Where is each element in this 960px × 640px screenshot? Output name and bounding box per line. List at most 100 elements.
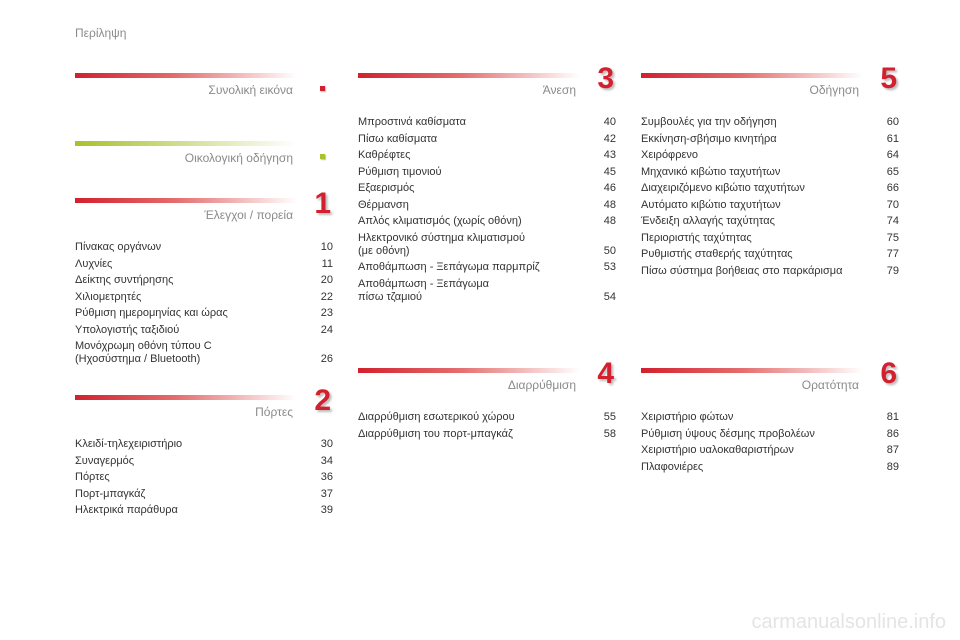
toc-entry[interactable]: Ηλεκτρονικό σύστημα κλιματισμού (με οθόν… (358, 232, 618, 258)
section-bar (75, 198, 297, 203)
entry-page: 45 (603, 165, 616, 178)
toc-entry[interactable]: Διαρρύθμιση εσωτερικού χώρου 55 (358, 411, 618, 424)
entry-title: Ένδειξη αλλαγής ταχύτητας (641, 215, 775, 227)
entry-title: Καθρέφτες (358, 149, 411, 161)
toc-entry[interactable]: Συμβουλές για την οδήγηση 60 (641, 116, 901, 129)
entry-page: 81 (886, 411, 899, 423)
entry-page: 65 (886, 165, 899, 178)
toc-entry[interactable]: Διαρρύθμιση του πορτ-μπαγκάζ 58 (358, 428, 618, 441)
entry-page: 75 (886, 231, 899, 244)
section-title[interactable]: Διαρρύθμιση (507, 378, 576, 392)
entry-page: 86 (886, 427, 899, 440)
toc-entry[interactable]: Περιοριστής ταχύτητας 75 (641, 232, 901, 245)
section-number: 1 (314, 187, 331, 220)
toc-entry[interactable]: Χειριστήριο φώτων 81 (641, 411, 901, 424)
section-title[interactable]: Ορατότητα (801, 378, 859, 392)
section-title[interactable]: Οικολογική οδήγηση (184, 151, 293, 165)
entry-title: Εξαερισμός (358, 182, 415, 194)
section-bar (75, 73, 297, 78)
toc-entry[interactable]: Καθρέφτες 43 (358, 149, 618, 162)
entry-title: Αυτόματο κιβώτιο ταχυτήτων (641, 198, 781, 211)
entry-title: Ρυθμιστής σταθερής ταχύτητας (641, 248, 793, 260)
section-title[interactable]: Πόρτες (255, 405, 293, 419)
entry-page: 11 (321, 257, 333, 270)
toc-entry[interactable]: Πορτ-μπαγκάζ 37 (75, 488, 335, 501)
entry-title: Μπροστινά καθίσματα (358, 116, 466, 128)
entry-page: 79 (886, 264, 899, 277)
section-bar (75, 141, 297, 146)
section-title[interactable]: Άνεση (542, 83, 576, 97)
entry-title: Λυχνίες (75, 257, 113, 270)
toc-entry[interactable]: Πίσω σύστημα βοήθειας στο παρκάρισμα 79 (641, 265, 901, 278)
entry-page: 87 (886, 444, 899, 456)
entry-title: Χειρόφρενο (641, 149, 698, 161)
entry-page: 77 (886, 248, 899, 260)
toc-entry[interactable]: Πίνακας οργάνων 10 (75, 241, 335, 254)
toc-section: Οικολογική οδήγηση (75, 141, 335, 184)
entry-page: 48 (603, 198, 616, 211)
toc-entry[interactable]: Απλός κλιματισμός (χωρίς οθόνη) 48 (358, 215, 618, 228)
toc-entry[interactable]: Αποθάμπωση - Ξεπάγωμα παρμπρίζ 53 (358, 261, 618, 274)
section-number: 6 (880, 357, 897, 390)
toc-entry[interactable]: Χειρόφρενο 64 (641, 149, 901, 162)
entry-title: Ρύθμιση τιμονιού (358, 165, 442, 178)
entry-title: Χειριστήριο φώτων (641, 411, 734, 423)
toc-entry[interactable]: Εξαερισμός 46 (358, 182, 618, 195)
entry-page: 37 (320, 487, 333, 500)
toc-entry[interactable]: Πόρτες 36 (75, 471, 335, 484)
toc-entry[interactable]: Ρύθμιση ημερομηνίας και ώρας 23 (75, 307, 335, 320)
entry-page: 60 (886, 116, 899, 128)
entry-page: 20 (320, 274, 333, 286)
entry-page: 42 (603, 132, 616, 145)
entry-title: Περιοριστής ταχύτητας (641, 231, 752, 244)
entry-title: Υπολογιστής ταξιδιού (75, 323, 180, 336)
section-number: 5 (880, 62, 897, 95)
entry-title: Πλαφονιέρες (641, 460, 704, 473)
entry-title: Αποθάμπωση - Ξεπάγωμα πίσω τζαμιού (358, 277, 490, 303)
entry-title: Κλειδί-τηλεχειριστήριο (75, 438, 183, 450)
toc-entry[interactable]: Αυτόματο κιβώτιο ταχυτήτων 70 (641, 199, 901, 212)
toc-entry[interactable]: Μονόχρωμη οθόνη τύπου C (Ηχοσύστημα / Bl… (75, 340, 335, 366)
section-title[interactable]: Έλεγχοι / πορεία (204, 208, 293, 222)
entry-page: 50 (603, 244, 616, 257)
toc-entry[interactable]: Συναγερμός 34 (75, 455, 335, 468)
toc-entry[interactable]: Ρύθμιση ύψους δέσμης προβολέων 86 (641, 428, 901, 441)
entry-page: 40 (603, 116, 616, 128)
toc-entry[interactable]: Χιλιομετρητές 22 (75, 291, 335, 304)
entry-title: Ηλεκτρικά παράθυρα (75, 504, 178, 516)
toc-entry[interactable]: Ένδειξη αλλαγής ταχύτητας 74 (641, 215, 901, 228)
toc-entry[interactable]: Κλειδί-τηλεχειριστήριο 30 (75, 438, 335, 451)
entry-page: 74 (886, 215, 899, 227)
entry-title: Πορτ-μπαγκάζ (75, 487, 146, 500)
toc-entry[interactable]: Μπροστινά καθίσματα 40 (358, 116, 618, 129)
toc-entry[interactable]: Χειριστήριο υαλοκαθαριστήρων 87 (641, 444, 901, 457)
entry-page: 61 (886, 132, 899, 145)
section-title[interactable]: Συνολική εικόνα (208, 83, 293, 97)
entry-title: Απλός κλιματισμός (χωρίς οθόνη) (358, 215, 522, 227)
toc-entry[interactable]: Εκκίνηση-σβήσιμο κινητήρα 61 (641, 133, 901, 146)
toc-entry[interactable]: Υπολογιστής ταξιδιού 24 (75, 324, 335, 337)
entry-title: Εκκίνηση-σβήσιμο κινητήρα (641, 132, 777, 145)
toc-entry[interactable]: Πίσω καθίσματα 42 (358, 133, 618, 146)
toc-entry[interactable]: Θέρμανση 48 (358, 199, 618, 212)
entry-page: 70 (886, 198, 899, 211)
entry-page: 58 (603, 427, 616, 440)
entry-page: 30 (320, 438, 333, 450)
toc-entry[interactable]: Μηχανικό κιβώτιο ταχυτήτων 65 (641, 166, 901, 179)
entry-title: Συναγερμός (75, 454, 135, 467)
entry-title: Συμβουλές για την οδήγηση (641, 116, 777, 128)
toc-entry[interactable]: Διαχειριζόμενο κιβώτιο ταχυτήτων 66 (641, 182, 901, 195)
toc-entry[interactable]: Λυχνίες 11 (75, 258, 335, 271)
section-title[interactable]: Οδήγηση (809, 83, 859, 97)
toc-entry[interactable]: Πλαφονιέρες 89 (641, 461, 901, 474)
entry-page: 34 (320, 454, 333, 467)
toc-entry[interactable]: Ρύθμιση τιμονιού 45 (358, 166, 618, 179)
toc-entry[interactable]: Ρυθμιστής σταθερής ταχύτητας 77 (641, 248, 901, 261)
toc-entry[interactable]: Δείκτης συντήρησης 20 (75, 274, 335, 287)
entry-title: Ηλεκτρονικό σύστημα κλιματισμού (με οθόν… (358, 231, 526, 257)
toc-entry[interactable]: Ηλεκτρικά παράθυρα 39 (75, 504, 335, 517)
entry-page: 48 (603, 215, 616, 227)
toc-entry[interactable]: Αποθάμπωση - Ξεπάγωμα πίσω τζαμιού 54 (358, 278, 618, 304)
entry-title: Αποθάμπωση - Ξεπάγωμα παρμπρίζ (358, 261, 540, 273)
entry-title: Πίνακας οργάνων (75, 241, 162, 253)
